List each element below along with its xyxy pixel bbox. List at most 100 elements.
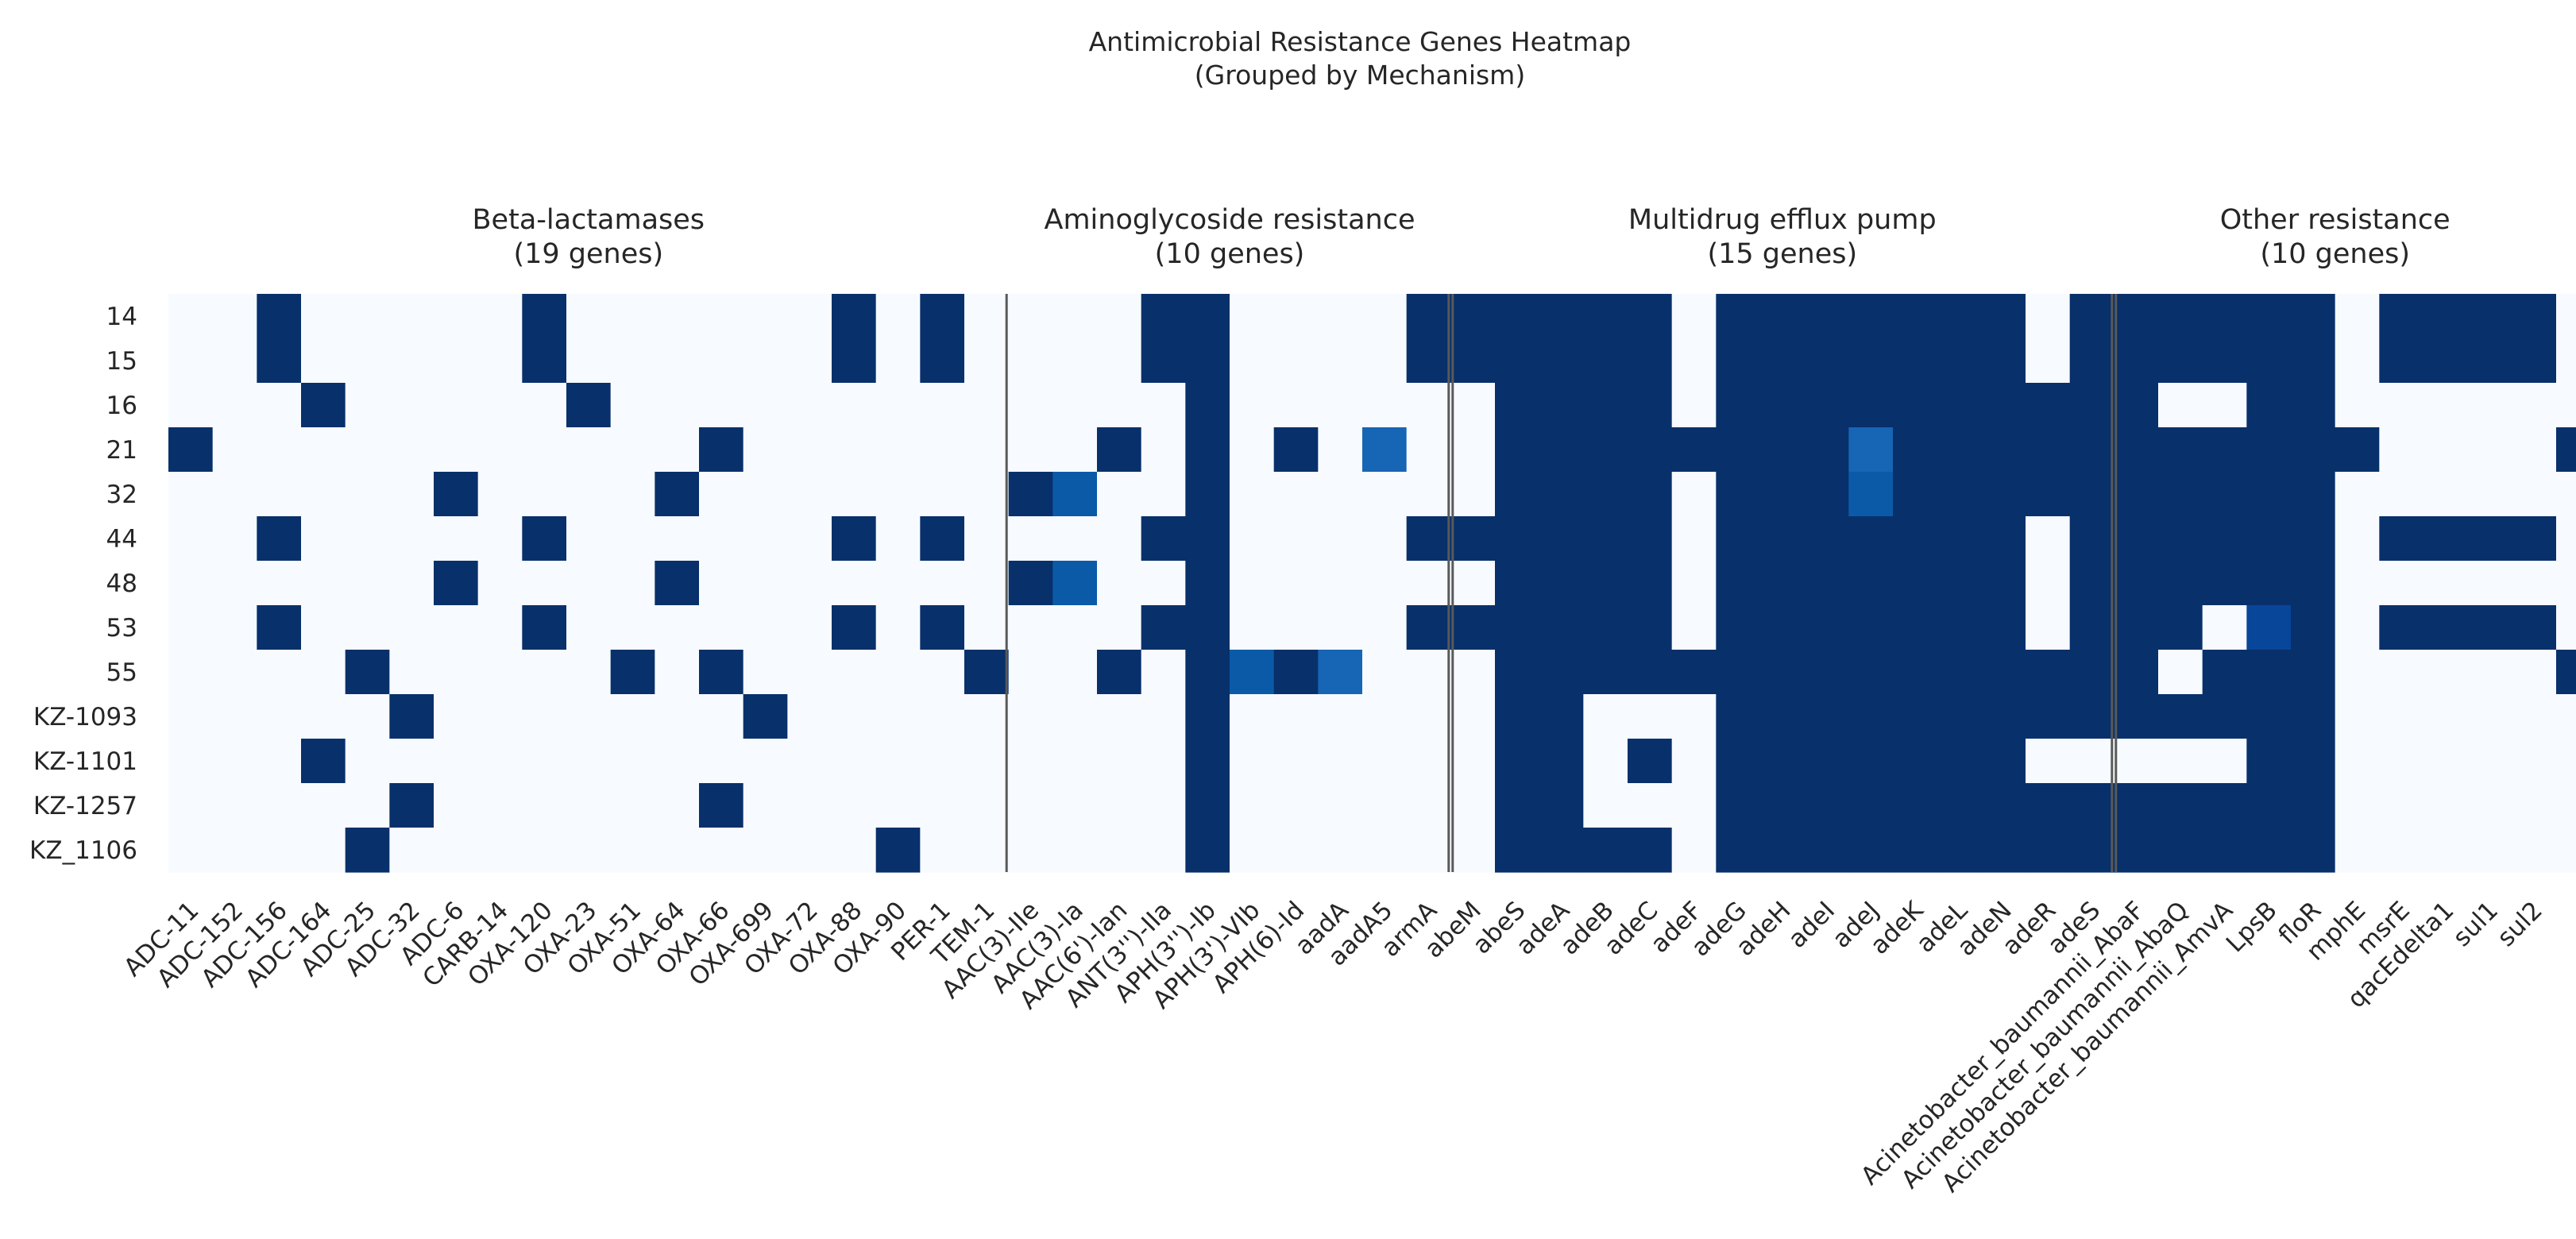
heatmap-cell: [743, 783, 788, 828]
heatmap-cell: [2423, 739, 2469, 784]
heatmap-cell: [1362, 828, 1408, 873]
heatmap-cell: [1804, 383, 1849, 428]
heatmap-cell: [1362, 383, 1408, 428]
heatmap-cell: [1848, 739, 1894, 784]
heatmap-cell: [1052, 427, 1098, 473]
heatmap-cell: [2335, 561, 2380, 606]
heatmap-cell: [1097, 739, 1142, 784]
heatmap-cell: [1273, 561, 1319, 606]
heatmap-cell: [1495, 828, 1540, 873]
heatmap-cell: [787, 516, 832, 562]
heatmap-cell: [522, 472, 567, 517]
heatmap-cell: [1318, 294, 1363, 339]
heatmap-cell: [522, 338, 567, 384]
heatmap-cell: [1495, 694, 1540, 739]
heatmap-cell: [743, 294, 788, 339]
heatmap-cell: [1539, 516, 1584, 562]
heatmap-cell: [2069, 472, 2114, 517]
heatmap-cell: [1230, 383, 1275, 428]
heatmap-cell: [1539, 783, 1584, 828]
group-label-name: Aminoglycoside resistance: [1045, 204, 1415, 236]
heatmap-cell: [1539, 472, 1584, 517]
heatmap-cell: [1450, 427, 1496, 473]
heatmap-cell: [1406, 605, 1451, 650]
heatmap-cell: [345, 427, 390, 473]
heatmap-cell: [1141, 561, 1186, 606]
heatmap-cell: [964, 828, 1010, 873]
group-label-count: (10 genes): [2260, 238, 2410, 270]
heatmap-cell: [1230, 783, 1275, 828]
heatmap-cell: [1273, 338, 1319, 384]
heatmap-cell: [389, 338, 434, 384]
heatmap-cell: [2512, 739, 2557, 784]
heatmap-cell: [1141, 783, 1186, 828]
heatmap-cell: [699, 650, 744, 695]
heatmap-cell: [522, 516, 567, 562]
heatmap-cell: [1760, 427, 1806, 473]
heatmap-cell: [1848, 783, 1894, 828]
heatmap-cell: [1008, 516, 1053, 562]
column-tick-label: sul1: [2447, 896, 2504, 952]
heatmap-cell: [566, 828, 612, 873]
heatmap-cell: [345, 828, 390, 873]
heatmap-cell: [1848, 694, 1894, 739]
heatmap-cell: [477, 427, 523, 473]
heatmap-cell: [699, 561, 744, 606]
heatmap-cell: [920, 650, 965, 695]
heatmap-cell: [1848, 605, 1894, 650]
heatmap-cell: [1097, 516, 1142, 562]
heatmap-cell: [1937, 561, 1982, 606]
column-tick-label: LpsB: [2221, 896, 2283, 958]
heatmap-cell: [1671, 472, 1717, 517]
heatmap-cell: [2291, 427, 2336, 473]
heatmap-cell: [1937, 338, 1982, 384]
heatmap-cell: [1893, 516, 1938, 562]
heatmap-cell: [2069, 383, 2114, 428]
heatmap-cell: [1362, 427, 1408, 473]
heatmap-cell: [522, 294, 567, 339]
heatmap-cell: [699, 828, 744, 873]
heatmap-cell: [345, 561, 390, 606]
heatmap-cell: [477, 739, 523, 784]
heatmap-cell: [1804, 694, 1849, 739]
heatmap-cell: [2202, 650, 2247, 695]
heatmap-cell: [2069, 783, 2114, 828]
heatmap-cell: [1097, 472, 1142, 517]
heatmap-cell: [257, 427, 302, 473]
heatmap-cell: [964, 605, 1010, 650]
heatmap-cell: [2556, 472, 2576, 517]
heatmap-cell: [1097, 294, 1142, 339]
heatmap-cell: [257, 294, 302, 339]
heatmap-cell: [168, 650, 214, 695]
heatmap-cell: [964, 650, 1010, 695]
heatmap-cell: [2202, 472, 2247, 517]
heatmap-cell: [2026, 783, 2071, 828]
heatmap-cell: [875, 516, 921, 562]
heatmap-cell: [1760, 561, 1806, 606]
heatmap-cell: [920, 828, 965, 873]
heatmap-cell: [1097, 605, 1142, 650]
heatmap-cell: [1406, 828, 1451, 873]
heatmap-cell: [1141, 338, 1186, 384]
heatmap-cell: [345, 650, 390, 695]
heatmap-cell: [2026, 383, 2071, 428]
heatmap-cell: [2512, 294, 2557, 339]
heatmap-cell: [2114, 294, 2159, 339]
heatmap-cell: [655, 427, 700, 473]
heatmap-cell: [434, 294, 479, 339]
heatmap-cell: [2291, 561, 2336, 606]
heatmap-cell: [1981, 605, 2026, 650]
heatmap-cell: [2556, 739, 2576, 784]
heatmap-cell: [2379, 338, 2424, 384]
heatmap-cell: [743, 427, 788, 473]
heatmap-cell: [1273, 516, 1319, 562]
heatmap-cell: [301, 605, 346, 650]
heatmap-cell: [566, 338, 612, 384]
heatmap-cell: [212, 694, 257, 739]
group-labels: Beta-lactamases(19 genes) Aminoglycoside …: [473, 204, 2450, 270]
row-tick-label: KZ-1101: [33, 747, 137, 776]
heatmap-cell: [832, 650, 877, 695]
heatmap-cell: [2423, 427, 2469, 473]
heatmap-cell: [2026, 605, 2071, 650]
heatmap-cell: [832, 383, 877, 428]
